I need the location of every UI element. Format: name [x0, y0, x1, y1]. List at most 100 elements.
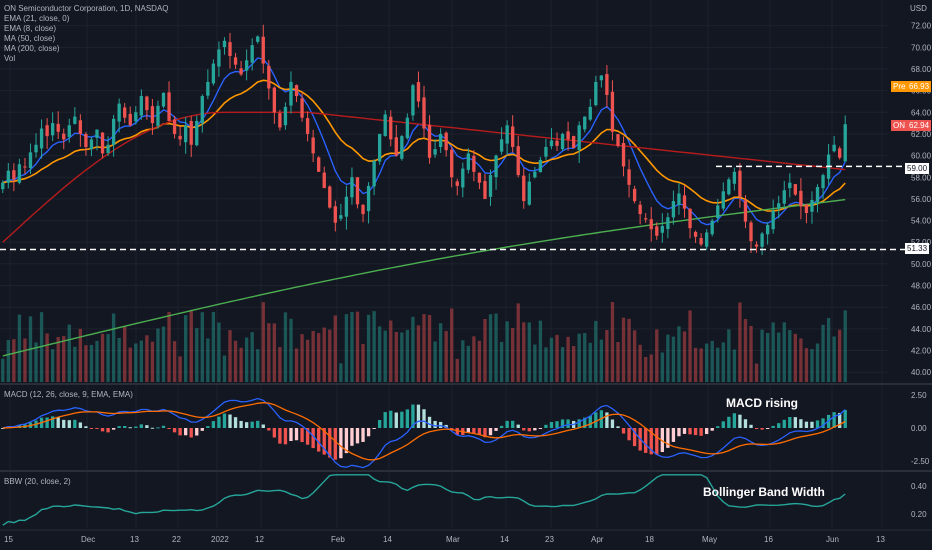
candle-body [832, 144, 836, 152]
volume-bar [571, 345, 576, 382]
volume-bar [693, 347, 698, 382]
candle-body [283, 106, 288, 126]
indicator-legend: ON Semiconductor Corporation, 1D, NASDAQ… [4, 4, 169, 64]
macd-histogram-bar [838, 412, 842, 428]
macd-histogram-bar [693, 428, 698, 436]
macd-histogram-bar [488, 428, 493, 436]
candle-body [804, 204, 809, 213]
macd-histogram-bar [239, 420, 243, 428]
candle-body [494, 155, 498, 178]
legend-ma200[interactable]: MA (200, close) [4, 44, 60, 53]
macd-legend[interactable]: MACD (12, 26, close, 9, EMA, EMA) [4, 390, 133, 399]
price-tick-label: 64.00 [911, 108, 932, 117]
price-pane[interactable] [0, 24, 905, 382]
candle-body [560, 133, 565, 150]
macd-histogram-bar [716, 426, 720, 428]
macd-pane[interactable]: 2.50 0.00 -2.50 [1, 391, 930, 469]
candle-body [588, 106, 592, 120]
time-tick-label: 23 [545, 535, 554, 544]
legend-ma50[interactable]: MA (50, close) [4, 34, 56, 43]
macd-histogram-bar [777, 423, 781, 428]
candle-body [638, 204, 642, 215]
volume-bar [172, 341, 177, 382]
macd-histogram-bar [389, 410, 393, 428]
resistance-tag: 59.00 [905, 163, 930, 174]
legend-ema21[interactable]: EMA (21, close, 0) [4, 14, 70, 23]
price-tick-label: 44.00 [911, 325, 932, 334]
macd-histogram-bar [427, 416, 432, 428]
price-axis[interactable]: 72.0070.0068.0066.0064.0062.0060.0058.00… [911, 22, 932, 378]
macd-histogram-bar [355, 428, 360, 444]
volume-bar [400, 332, 404, 382]
macd-histogram-bar [566, 419, 570, 428]
macd-histogram-bar [172, 428, 177, 433]
volume-bar [826, 318, 831, 382]
macd-histogram-bar [211, 421, 216, 428]
volume-bar [372, 311, 376, 382]
volume-bar [677, 326, 681, 382]
candle-body [566, 131, 570, 140]
macd-histogram-bar [544, 424, 548, 428]
volume-bar [23, 338, 27, 382]
macd-histogram-bar [810, 421, 814, 428]
candle-body [250, 45, 254, 63]
macd-histogram-bar [466, 428, 471, 433]
volume-bar [305, 339, 310, 382]
candle-body [405, 117, 410, 139]
candle-body [12, 170, 16, 180]
volume-bar [655, 329, 659, 382]
volume-bar [605, 330, 609, 382]
candle-body [172, 119, 177, 134]
time-axis[interactable]: 15 Dec 13 22 2022 12 Feb 14 Mar 14 23 Apr 18 May 16 Jun… [4, 535, 885, 544]
volume-bar [649, 354, 653, 382]
volume-bar [328, 329, 332, 382]
macd-histogram-bar [649, 428, 653, 455]
macd-histogram-bar [95, 428, 99, 429]
price-tick-label: 40.00 [911, 368, 932, 377]
macd-histogram-bar [145, 425, 149, 428]
volume-bar [632, 330, 637, 382]
volume-bar [660, 352, 664, 382]
candle-body [522, 175, 526, 202]
currency-label: USD [910, 4, 927, 13]
volume-bar [339, 363, 343, 382]
price-tick-label: 72.00 [911, 22, 932, 31]
symbol-title[interactable]: ON Semiconductor Corporation, 1D, NASDAQ [4, 4, 169, 13]
bbw-note: Bollinger Band Width [703, 485, 825, 499]
signal-line [2, 402, 846, 461]
legend-vol[interactable]: Vol [4, 54, 16, 63]
volume-bar [710, 340, 714, 382]
volume-bar [688, 310, 692, 382]
macd-histogram-bar [217, 416, 221, 428]
volume-bar [511, 328, 515, 382]
volume-bar [333, 315, 337, 382]
price-tick-label: 68.00 [911, 65, 932, 74]
volume-bar [217, 322, 221, 382]
candle-body [289, 81, 293, 106]
macd-histogram-bar [705, 428, 709, 435]
macd-histogram-bar [233, 417, 238, 428]
bbw-legend[interactable]: BBW (20, close, 2) [4, 477, 71, 486]
macd-histogram-bar [300, 428, 304, 443]
candle-body [355, 177, 360, 205]
bbw-pane[interactable]: 0.40 0.20 [2, 474, 927, 526]
candle-body [810, 199, 814, 212]
candle-body [134, 112, 138, 122]
macd-histogram-bar [660, 428, 664, 453]
candle-body [145, 96, 149, 111]
volume-bar [721, 342, 725, 382]
candle-body [178, 135, 182, 140]
macd-histogram-bar [333, 428, 337, 460]
macd-histogram-bar [527, 428, 531, 432]
candle-body [344, 196, 349, 217]
volume-bar [311, 330, 315, 382]
macd-histogram-bar [821, 418, 825, 428]
volume-bar [549, 337, 554, 382]
volume-bar [577, 333, 581, 382]
legend-ema8[interactable]: EMA (8, close) [4, 24, 57, 33]
candle-body [1, 182, 5, 190]
symbol-price-tag: ON [891, 120, 907, 131]
candle-body [206, 81, 210, 96]
candle-body [28, 152, 33, 169]
